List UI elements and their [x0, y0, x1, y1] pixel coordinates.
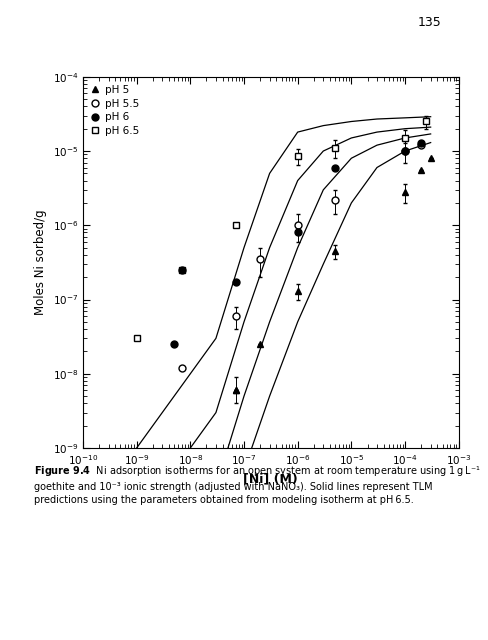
Text: $\mathbf{Figure\ 9.4}$  Ni adsorption isotherms for an open system at room tempe: $\mathbf{Figure\ 9.4}$ Ni adsorption iso…: [34, 464, 481, 505]
Legend: pH 5, pH 5.5, pH 6, pH 6.5: pH 5, pH 5.5, pH 6, pH 6.5: [88, 82, 142, 139]
X-axis label: [Ni] (M): [Ni] (M): [244, 472, 298, 485]
Text: 135: 135: [418, 16, 441, 29]
Y-axis label: Moles Ni sorbed/g: Moles Ni sorbed/g: [34, 209, 47, 316]
